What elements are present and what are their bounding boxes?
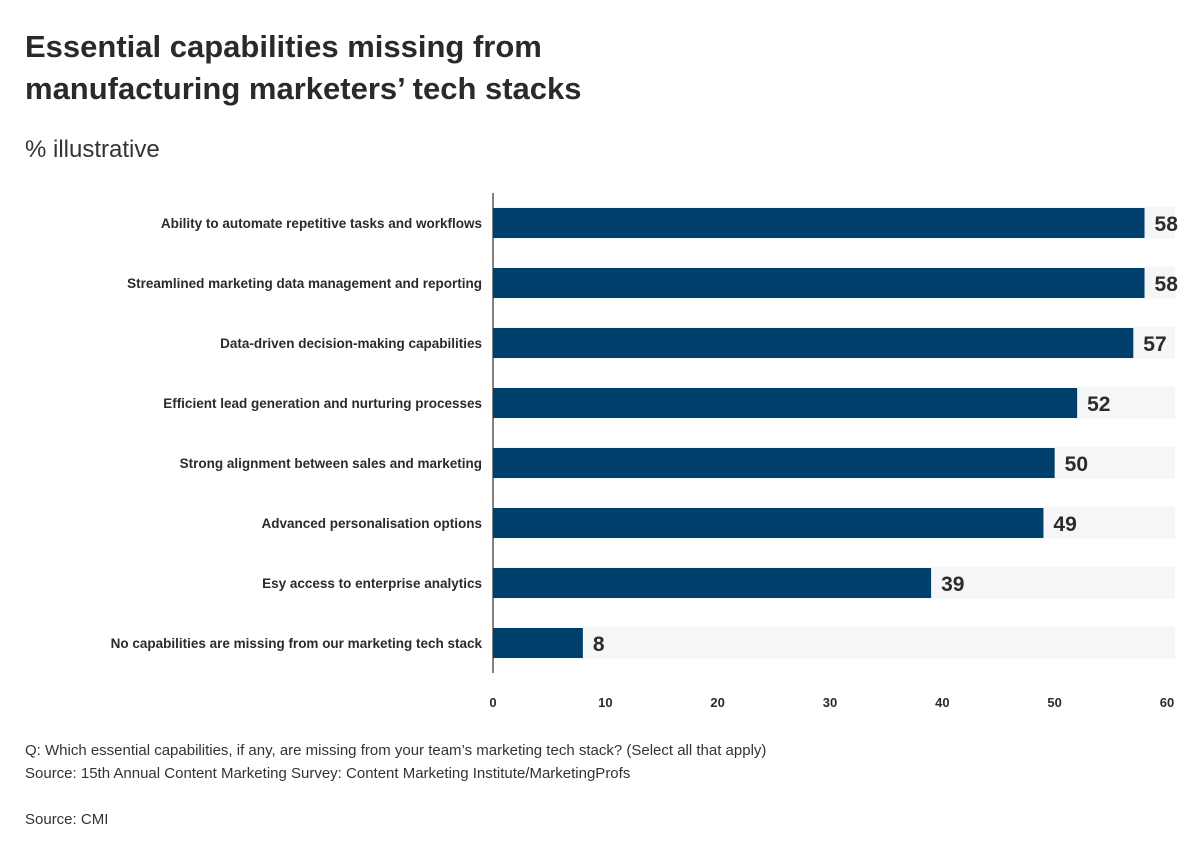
category-label: Efficient lead generation and nurturing … <box>163 396 482 411</box>
bar <box>493 628 583 658</box>
category-label: Strong alignment between sales and marke… <box>180 456 482 471</box>
chart-subtitle: % illustrative <box>25 136 160 163</box>
x-tick-label: 30 <box>823 695 837 710</box>
category-label: Data-driven decision-making capabilities <box>220 336 482 351</box>
category-label: No capabilities are missing from our mar… <box>111 636 483 651</box>
bar <box>493 448 1055 478</box>
x-tick-label: 60 <box>1160 695 1174 710</box>
data-label: 50 <box>1065 453 1088 476</box>
bar-track <box>493 627 1175 659</box>
bar <box>493 328 1134 358</box>
data-label: 58 <box>1155 213 1179 236</box>
category-label: Esy access to enterprise analytics <box>262 576 482 591</box>
chart-title: Essential capabilities missing from manuf… <box>25 26 582 110</box>
bar <box>493 388 1078 418</box>
data-label: 8 <box>593 633 605 656</box>
bar <box>493 508 1044 538</box>
data-label: 57 <box>1143 333 1166 356</box>
x-tick-label: 0 <box>489 695 496 710</box>
category-label: Ability to automate repetitive tasks and… <box>161 216 482 231</box>
footnote-source: Source: 15th Annual Content Marketing Su… <box>25 765 631 782</box>
footnote-question: Q: Which essential capabilities, if any,… <box>25 742 767 759</box>
category-label: Streamlined marketing data management an… <box>127 276 482 291</box>
title-line-2: manufacturing marketers’ tech stacks <box>25 71 582 106</box>
source-credit: Source: CMI <box>25 811 109 828</box>
data-label: 49 <box>1053 513 1076 536</box>
x-tick-label: 40 <box>935 695 949 710</box>
data-label: 52 <box>1087 393 1110 416</box>
x-tick-label: 10 <box>598 695 612 710</box>
data-label: 39 <box>941 573 964 596</box>
category-label: Advanced personalisation options <box>261 516 482 531</box>
data-label: 58 <box>1155 273 1179 296</box>
x-tick-label: 20 <box>710 695 724 710</box>
bar <box>493 208 1145 238</box>
title-line-1: Essential capabilities missing from <box>25 29 542 64</box>
bar <box>493 268 1145 298</box>
x-tick-label: 50 <box>1047 695 1061 710</box>
bar <box>493 568 932 598</box>
